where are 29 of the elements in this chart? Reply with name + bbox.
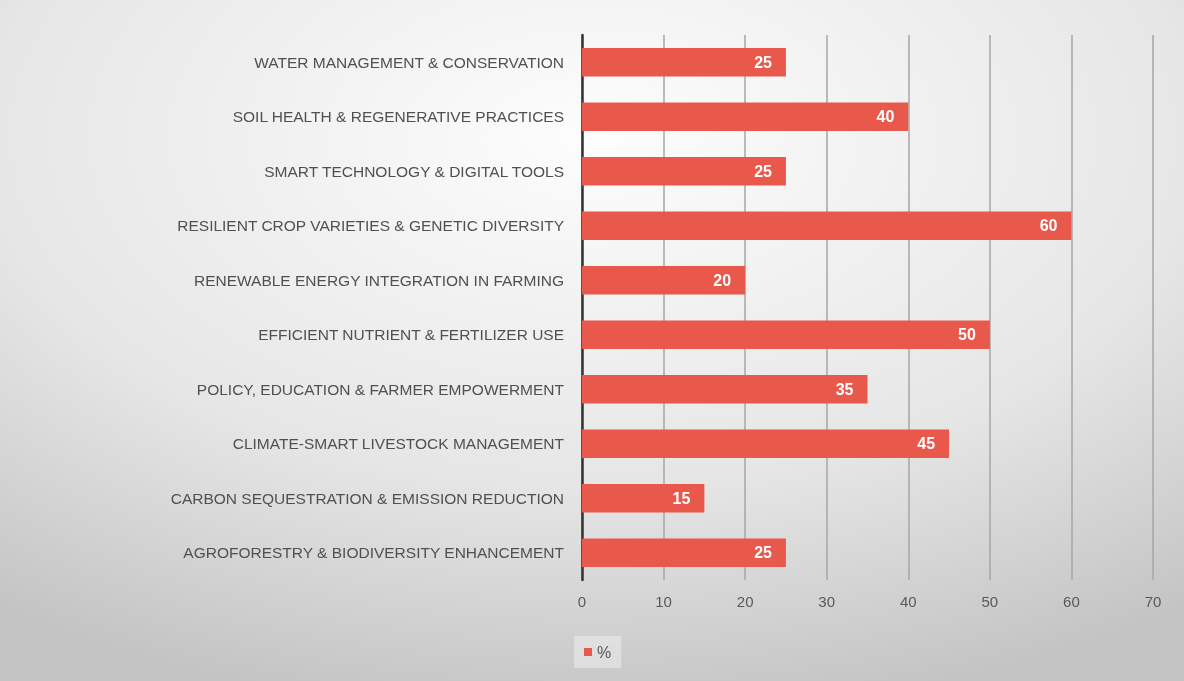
data-label: 50 (958, 326, 976, 344)
y-tick-label: EFFICIENT NUTRIENT & FERTILIZER USE (258, 326, 564, 344)
y-tick-label: CLIMATE-SMART LIVESTOCK MANAGEMENT (232, 435, 565, 453)
data-label: 20 (713, 271, 732, 289)
data-label: 15 (672, 489, 691, 507)
x-tick-label: 60 (1063, 593, 1080, 610)
y-tick-label: POLICY, EDUCATION & FARMER EMPOWERMENT (196, 380, 565, 398)
x-tick-label: 0 (577, 593, 587, 610)
y-tick-label: SMART TECHNOLOGY & DIGITAL TOOLS (264, 162, 564, 180)
data-label: 40 (876, 108, 895, 126)
y-tick-label: WATER MANAGEMENT & CONSERVATION (254, 53, 564, 71)
data-label: 60 (1039, 217, 1058, 235)
y-tick-label: RENEWABLE ENERGY INTEGRATION IN FARMING (193, 271, 564, 289)
y-tick-label: RESILIENT CROP VARIETIES & GENETIC DIVERSITY (177, 217, 564, 235)
y-tick-label: SOIL HEALTH & REGENERATIVE PRACTICES (232, 108, 564, 126)
x-tick-label: 20 (736, 593, 754, 610)
data-label: 35 (835, 380, 854, 398)
legend-label: % (597, 643, 612, 661)
x-tick-label: 40 (899, 593, 917, 610)
x-tick-label: 30 (818, 593, 836, 610)
x-tick-label: 70 (1144, 593, 1162, 610)
data-label: 45 (917, 435, 936, 453)
data-label: 25 (754, 53, 773, 71)
x-tick-label: 50 (981, 593, 999, 610)
x-tick-label: 10 (655, 593, 672, 610)
data-label: 25 (754, 162, 773, 180)
y-tick-label: CARBON SEQUESTRATION & EMISSION REDUCTION (170, 489, 564, 507)
y-tick-label: AGROFORESTRY & BIODIVERSITY ENHANCEMENT (183, 544, 565, 562)
data-label: 25 (754, 544, 773, 562)
